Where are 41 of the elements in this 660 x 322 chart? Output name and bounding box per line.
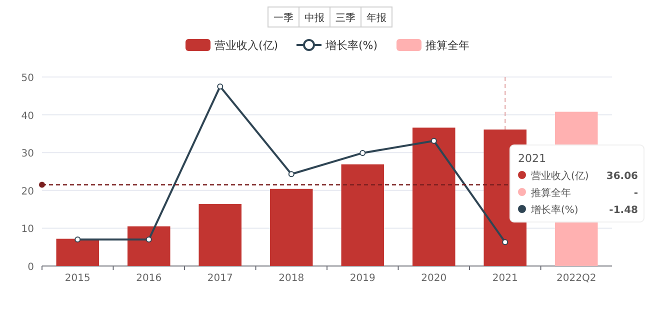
annotation: 推算全年 — [531, 187, 571, 199]
point — [502, 239, 508, 246]
x-tick-label: 2017 — [207, 273, 233, 284]
annotation: 36.06 — [606, 171, 638, 182]
x-tick-label: 2022Q2 — [556, 273, 596, 284]
annotation: 增长率(%) — [530, 204, 578, 216]
point — [360, 150, 366, 156]
bar — [270, 188, 313, 266]
x-tick-label: 2016 — [136, 273, 162, 284]
y-tick-label: 30 — [21, 148, 34, 160]
point — [288, 171, 294, 178]
y-tick-label: 10 — [21, 224, 34, 236]
y-tick-label: 40 — [21, 110, 34, 122]
text: 三季 — [336, 12, 356, 24]
bar — [56, 238, 99, 266]
x-tick-label: 2020 — [421, 273, 447, 284]
point — [217, 83, 224, 90]
x-tick-label: 2019 — [350, 273, 376, 284]
point — [74, 236, 81, 243]
annotation: 营业收入(亿) — [531, 170, 589, 182]
y-tick-label: 20 — [21, 186, 34, 198]
y-tick-label: 0 — [28, 262, 34, 273]
text: 中报 — [304, 12, 324, 24]
y-tick-label: 50 — [21, 73, 34, 84]
legend-label: 营业收入(亿) — [214, 39, 278, 52]
bar — [412, 128, 456, 266]
legend-label: 推算全年 — [426, 39, 470, 52]
x-tick-label: 2021 — [492, 273, 518, 284]
bar — [341, 164, 384, 266]
x-tick-label: 2015 — [64, 273, 90, 284]
text: - — [634, 188, 638, 199]
text: 一季 — [274, 12, 294, 24]
point — [146, 236, 152, 243]
x-tick-label: 2018 — [278, 273, 304, 284]
bar — [128, 226, 170, 266]
text: 年报 — [366, 12, 386, 24]
point — [430, 138, 437, 144]
legend-label: 增长率(%) — [324, 39, 378, 52]
bar — [198, 204, 242, 266]
annotation: 2021 — [518, 152, 546, 165]
annotation: -1.48 — [609, 205, 638, 216]
